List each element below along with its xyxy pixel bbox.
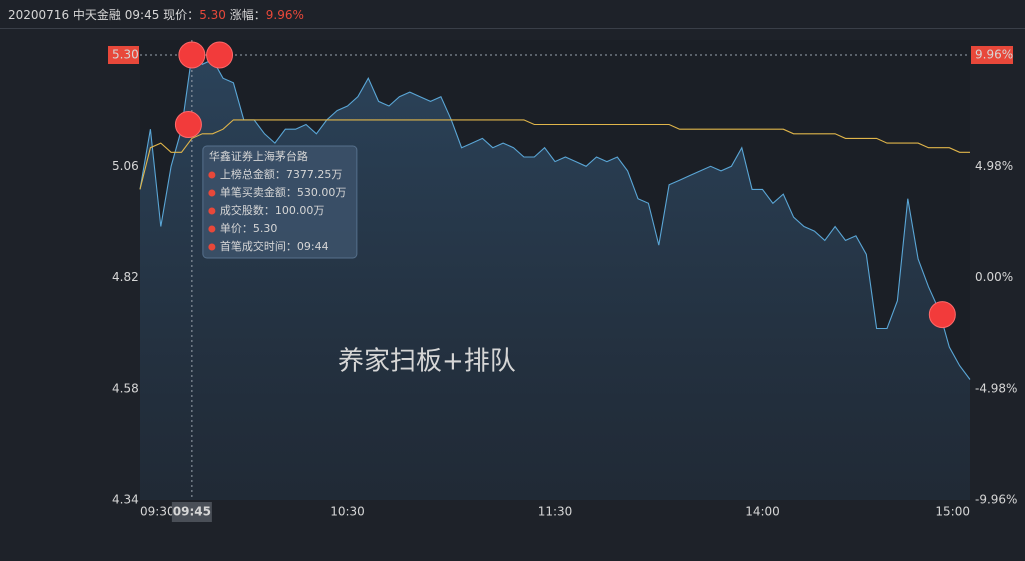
tooltip-box: [202, 145, 358, 259]
event-marker: [928, 301, 956, 329]
x-tick-label: 10:30: [330, 505, 365, 519]
header-name: 中天金融: [73, 7, 121, 22]
y-tick-label: 5.30: [112, 48, 139, 62]
header-change-label: 涨幅：: [230, 7, 266, 22]
event-marker: [206, 41, 234, 69]
tooltip-bullet: [208, 171, 216, 179]
y-tick-box: [108, 46, 139, 64]
average-line: [139, 119, 970, 190]
x-tick-label: 11:30: [538, 505, 573, 519]
tooltip-bullet: [208, 225, 216, 233]
tooltip-item: 上榜总金额：7377.25万: [220, 167, 343, 181]
tooltip-item: 单笔买卖金额：530.00万: [220, 185, 347, 199]
tooltip-bullet: [208, 207, 216, 215]
header-date: 20200716: [8, 8, 69, 22]
x-tick-label: 14:00: [745, 505, 780, 519]
annotation: 养家扫板+排队: [338, 347, 516, 377]
tooltip-item: 单价：5.30: [220, 222, 278, 235]
x-tick-label: 15:00: [935, 505, 970, 519]
y2-tick-box: [971, 46, 1013, 64]
y2-tick-label: -9.96%: [975, 493, 1017, 507]
crosshair-x-box: [171, 502, 212, 522]
tooltip: 华鑫证券上海茅台路上榜总金额：7377.25万单笔买卖金额：530.00万成交股…: [202, 145, 358, 259]
header-change: 9.96%: [266, 8, 304, 22]
y-tick-label: 4.58: [112, 381, 139, 395]
y2-tick-label: -4.98%: [975, 381, 1017, 395]
header-price-label: 现价：: [163, 8, 199, 22]
event-marker: [174, 111, 202, 139]
header-time: 09:45: [125, 8, 160, 22]
y-tick-label: 5.06: [112, 159, 139, 173]
y2-tick-label: 4.98%: [975, 159, 1013, 173]
tooltip-bullet: [208, 189, 216, 197]
y2-tick-label: 0.00%: [975, 270, 1013, 284]
price-line: [139, 53, 971, 380]
crosshair-x-label: 09:45: [173, 505, 211, 519]
tooltip-item: 成交股数：100.00万: [220, 203, 325, 217]
y2-tick-label: 9.96%: [975, 48, 1013, 62]
event-marker: [178, 41, 206, 69]
y-tick-label: 4.34: [112, 493, 139, 507]
header: 20200716 中天金融 09:45 现价：5.30 涨幅：9.96%: [8, 7, 304, 22]
tooltip-title: 华鑫证券上海茅台路: [209, 149, 308, 163]
header-price: 5.30: [199, 8, 226, 22]
tooltip-item: 首笔成交时间：09:44: [220, 239, 329, 253]
y-tick-label: 4.82: [112, 270, 139, 284]
x-tick-label: 09:30: [140, 505, 175, 519]
tooltip-bullet: [208, 243, 216, 251]
